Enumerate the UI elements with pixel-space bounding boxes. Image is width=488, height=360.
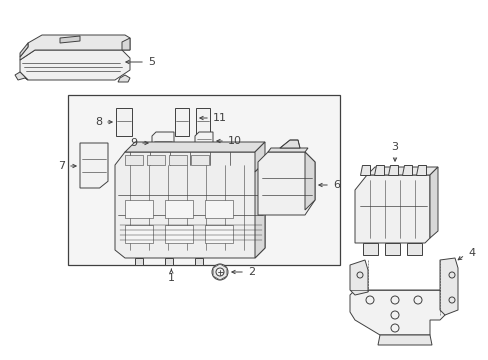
Polygon shape: [359, 165, 369, 175]
Bar: [164, 225, 193, 243]
Polygon shape: [20, 43, 28, 57]
Text: 7: 7: [58, 161, 65, 171]
Bar: [68, 95, 339, 265]
Polygon shape: [115, 152, 264, 258]
Bar: [116, 108, 132, 136]
Polygon shape: [349, 290, 444, 335]
Polygon shape: [305, 152, 314, 210]
Circle shape: [212, 264, 227, 280]
Bar: [204, 225, 232, 243]
Polygon shape: [401, 165, 411, 175]
Polygon shape: [258, 152, 314, 215]
Text: 11: 11: [213, 113, 226, 123]
Polygon shape: [429, 167, 437, 238]
Text: 9: 9: [130, 138, 137, 148]
Bar: [175, 108, 189, 136]
Polygon shape: [135, 258, 142, 265]
Polygon shape: [15, 72, 28, 80]
Bar: [125, 225, 153, 243]
Bar: [191, 155, 208, 165]
Polygon shape: [373, 165, 383, 175]
Polygon shape: [354, 175, 429, 243]
Text: 4: 4: [467, 248, 474, 258]
Polygon shape: [213, 264, 226, 280]
Polygon shape: [377, 335, 431, 345]
Bar: [147, 155, 164, 165]
Text: 3: 3: [391, 142, 398, 152]
Bar: [164, 200, 193, 218]
Polygon shape: [164, 258, 173, 265]
Polygon shape: [195, 132, 213, 150]
Bar: [204, 200, 232, 218]
Polygon shape: [125, 142, 264, 152]
Bar: [196, 108, 209, 136]
Polygon shape: [384, 243, 399, 255]
Polygon shape: [254, 162, 264, 258]
Polygon shape: [366, 167, 437, 175]
Text: 8: 8: [95, 117, 102, 127]
Polygon shape: [406, 243, 421, 255]
Polygon shape: [280, 140, 299, 148]
Bar: [169, 155, 186, 165]
Polygon shape: [254, 142, 264, 172]
Polygon shape: [267, 148, 307, 152]
Polygon shape: [20, 35, 130, 60]
Polygon shape: [439, 258, 457, 315]
Polygon shape: [349, 260, 367, 295]
Polygon shape: [362, 243, 377, 255]
Polygon shape: [387, 165, 397, 175]
Polygon shape: [415, 165, 425, 175]
Bar: [125, 200, 153, 218]
Polygon shape: [80, 143, 108, 188]
Text: 1: 1: [167, 273, 175, 283]
Text: 10: 10: [227, 136, 242, 146]
Polygon shape: [60, 36, 80, 43]
Polygon shape: [118, 75, 130, 82]
Polygon shape: [122, 38, 130, 50]
Polygon shape: [20, 50, 130, 80]
Polygon shape: [195, 258, 203, 265]
Text: 2: 2: [247, 267, 255, 277]
Bar: [125, 155, 142, 165]
Text: 6: 6: [332, 180, 339, 190]
Polygon shape: [152, 132, 174, 154]
Text: 5: 5: [148, 57, 155, 67]
Circle shape: [216, 268, 224, 276]
